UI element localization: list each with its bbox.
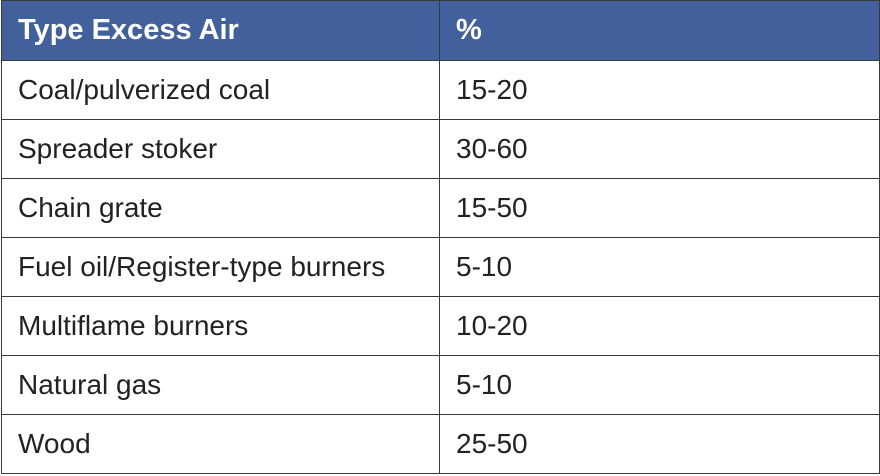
table-row: Chain grate 15-50 [1,178,880,238]
header-row: Type Excess Air % [1,0,880,61]
header-cell: % [439,0,880,61]
percent-cell: 10-20 [439,296,880,356]
table-header: Type Excess Air % [1,0,880,61]
percent-cell: 15-50 [439,178,880,238]
percent-cell: 5-10 [439,355,880,415]
table-row: Natural gas 5-10 [1,355,880,415]
percent-cell: 25-50 [439,414,880,474]
percent-cell: 5-10 [439,237,880,297]
fuel-type-cell: Spreader stoker [1,119,440,179]
fuel-type-cell: Multiflame burners [1,296,440,356]
fuel-type-cell: Fuel oil/Register-type burners [1,237,440,297]
table-row: Spreader stoker 30-60 [1,119,880,179]
fuel-type-cell: Coal/pulverized coal [1,60,440,120]
table-body: Coal/pulverized coal 15-20 Spreader stoker… [1,60,880,474]
fuel-type-cell: Natural gas [1,355,440,415]
percent-cell: 15-20 [439,60,880,120]
table-row: Fuel oil/Register-type burners 5-10 [1,237,880,297]
percent-cell: 30-60 [439,119,880,179]
header-cell: Type Excess Air [1,0,440,61]
table-row: Multiflame burners 10-20 [1,296,880,356]
fuel-type-cell: Wood [1,414,440,474]
fuel-type-cell: Chain grate [1,178,440,238]
table-row: Wood 25-50 [1,414,880,474]
table-row: Coal/pulverized coal 15-20 [1,60,880,120]
